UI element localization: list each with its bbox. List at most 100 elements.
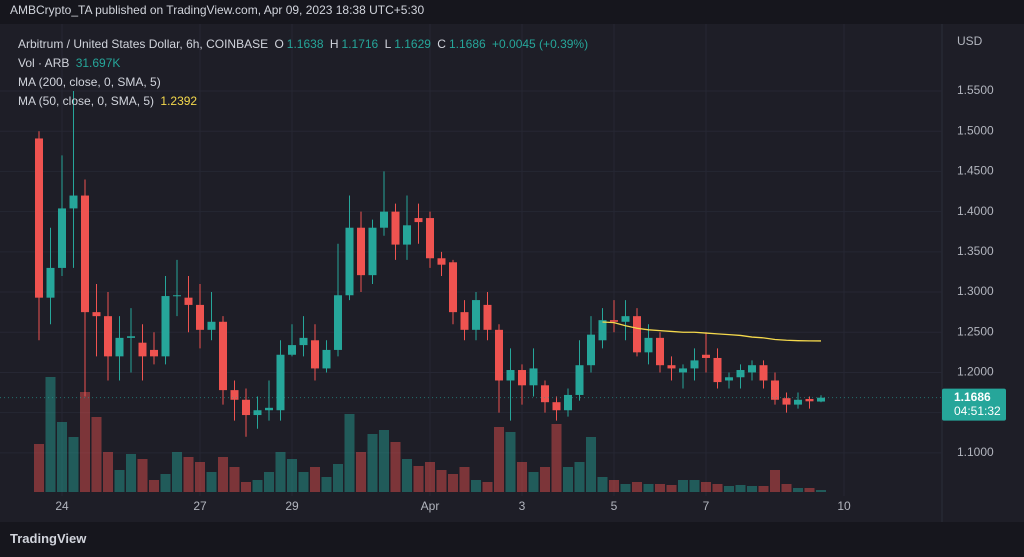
volume-bar [126,454,136,492]
x-tick-label: 29 [285,499,299,513]
volume-bar [172,452,182,492]
candle-body [564,394,572,411]
candle-body [794,399,802,405]
candle-body [161,296,170,357]
volume-bar [68,437,79,492]
candle-body [288,345,296,355]
candle-body [81,195,89,313]
y-tick-label: 1.5500 [957,83,994,97]
candle-body [621,316,630,322]
y-tick-label: 1.4500 [957,164,994,178]
y-tick-label: 1.3000 [957,284,994,298]
candle-body [391,211,400,245]
candle-body [679,368,687,373]
volume-bar [206,472,217,492]
volume-bar [517,462,527,492]
candle-body [587,334,595,366]
volume-bar [724,486,734,492]
open-value: 1.1638 [286,37,324,51]
candle-body [230,390,239,400]
candle-body [46,267,55,298]
volume-bar [735,485,746,492]
candle-body [782,398,791,405]
volume-bar [563,467,573,492]
volume-bar [252,480,263,492]
volume-bar [689,480,700,492]
candle-body [575,365,584,395]
volume-bar [701,482,711,492]
candle-body [35,138,43,298]
volume-bar [275,452,286,492]
x-tick-label: 27 [193,499,207,513]
volume-bar [57,422,67,492]
volume-bar [712,484,723,492]
candle-body [483,304,492,330]
candle-body [817,397,825,402]
volume-bar [425,462,435,492]
candle-body [322,349,331,369]
volume-bar [34,444,44,492]
ma-value: 1.2392 [160,94,198,108]
candle-body [334,295,342,350]
candle-body [759,365,768,381]
candle-body [805,398,814,402]
candle-body [173,295,181,297]
symbol-legend: Arbitrum / United States Dollar, 6h, COI… [18,37,591,51]
volume-bar [80,392,90,492]
candle-body [69,195,78,209]
volume-bar [793,488,803,492]
candle-body [644,337,653,353]
volume-bar [804,488,815,492]
candle-body [472,300,480,330]
ma-name: MA (50, close, 0, SMA, 5) [18,94,155,108]
candle-body [368,227,377,276]
candle-body [437,258,446,265]
volume-bar [643,484,654,492]
candle-body [253,410,262,416]
candle-body [184,297,193,305]
candle-body [104,316,112,357]
x-tick-label: 10 [837,499,851,513]
candle-body [506,370,515,381]
candle-body [115,337,124,357]
candle-body [725,377,733,381]
volume-bar [402,459,412,492]
volume-bar [586,437,596,492]
candle-body [690,360,699,369]
candle-body [529,368,538,386]
candle-body [667,365,676,369]
volume-bar [356,452,366,492]
volume-bar [448,474,458,492]
currency: USD [957,34,983,48]
close-value: 1.1686 [448,37,486,51]
volume-bar [321,477,332,492]
price-label: 1.1686 [954,390,991,404]
x-tick-label: 3 [519,499,526,513]
candle-body [426,218,434,259]
candle-body [219,321,227,391]
volume-bar [310,467,320,492]
volume-bar [333,464,343,492]
price-label-box [942,388,1006,421]
volume-bar [114,470,125,492]
candle-body [656,337,664,366]
ma200-legend: MA (200, close, 0, SMA, 5) [18,75,164,89]
candle-body [449,262,457,313]
volume-bar [413,466,424,492]
volume-bar [597,477,608,492]
volume-bar [218,457,228,492]
candle-body [265,407,273,411]
volume-bar [367,434,378,492]
candle-body [495,329,503,381]
candle-body [748,365,756,373]
volume-bar [287,459,297,492]
ohlc-key: O [274,37,284,51]
candle-body [460,312,469,330]
volume-bar [149,480,159,492]
volume-bar [91,417,102,492]
volume-bar [494,427,504,492]
volume-bar [264,472,274,492]
volume-bar [758,486,769,492]
